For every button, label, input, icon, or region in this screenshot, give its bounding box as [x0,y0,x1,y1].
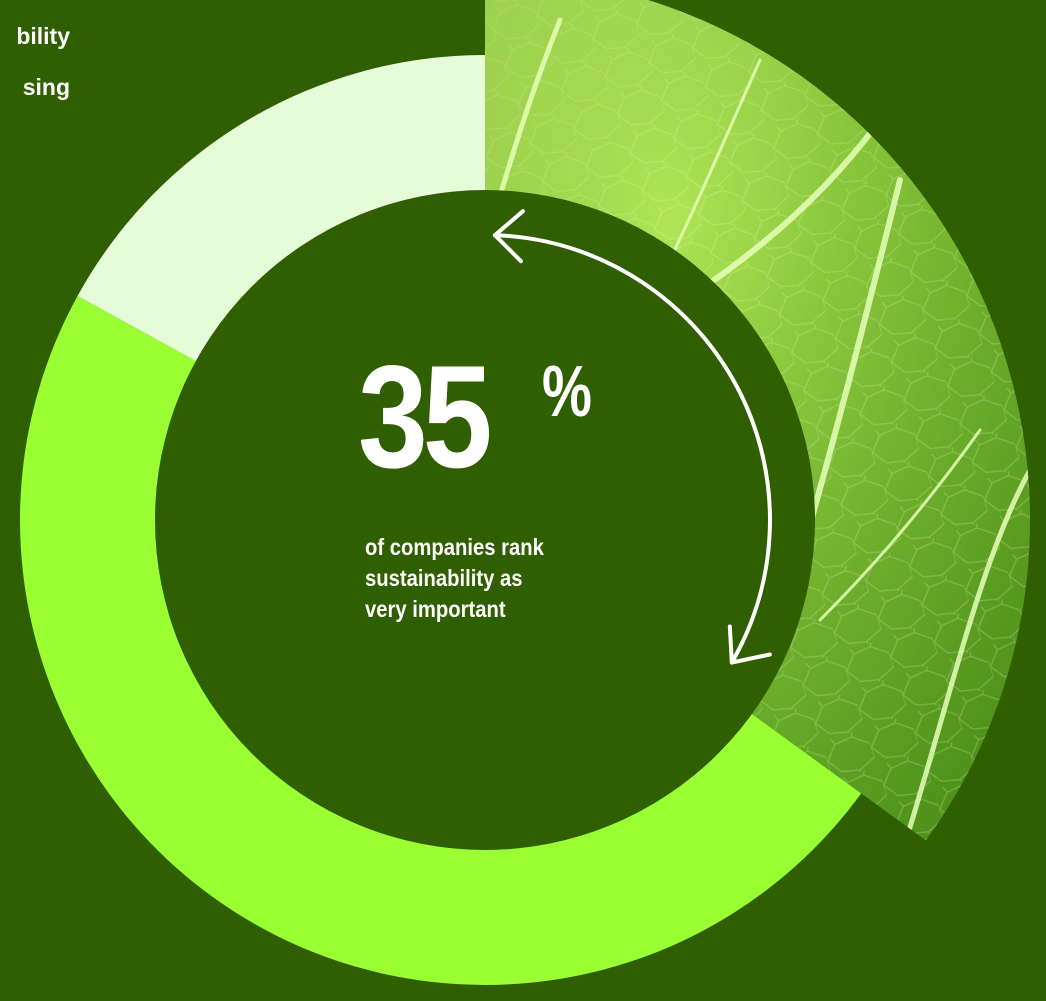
donut-hole [155,190,815,850]
donut-slice-not-rated-as-important [77,55,485,364]
stat-caption-line: of companies rank [365,534,544,560]
donut-slice-other [19,295,862,986]
cycle-arrow-icon [492,209,772,665]
stat-unit: % [542,352,592,432]
stat-caption: of companies rank sustainability as very… [365,532,629,625]
leaf-vein [818,428,982,622]
stat-caption-line: sustainability as [365,565,523,591]
stat-callout: 35 % of companies rank sustainability as… [358,344,662,623]
cut-off-heading-line-2: sing [22,74,70,100]
leaf-vein [897,467,1030,841]
stat-caption-line: very important [365,596,506,622]
cut-off-heading-line-1: bility [16,23,70,49]
leaf-vein [797,177,903,563]
stat-number: 35 [358,335,493,498]
